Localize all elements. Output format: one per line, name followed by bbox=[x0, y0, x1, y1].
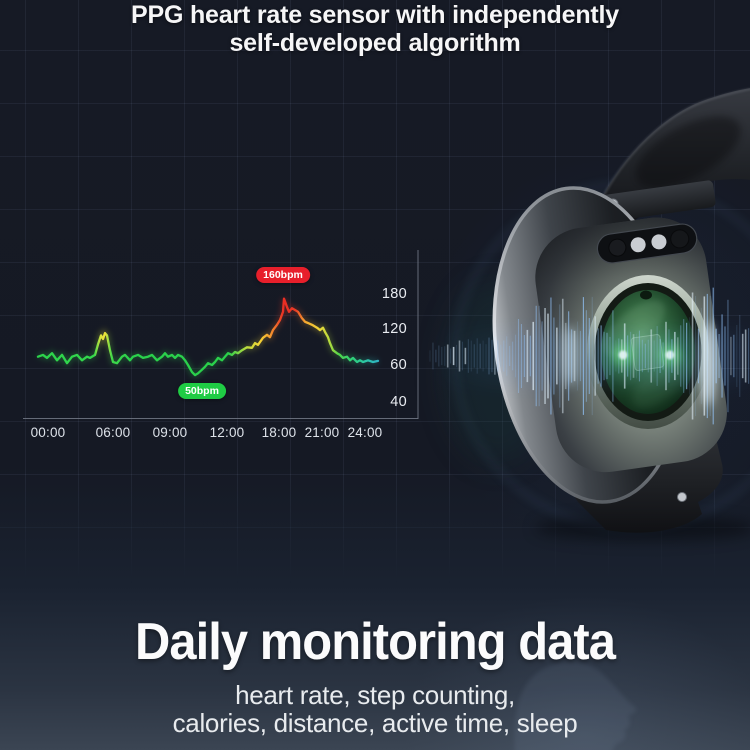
page-title-line1: PPG heart rate sensor with independently bbox=[131, 1, 619, 29]
50bpm-badge: 50bpm bbox=[178, 383, 226, 399]
charging-contacts bbox=[596, 223, 698, 264]
heart-rate-line bbox=[36, 297, 380, 377]
x-tick-1200: 12:00 bbox=[209, 425, 245, 440]
x-tick-0900: 09:00 bbox=[152, 425, 188, 440]
x-tick-0600: 06:00 bbox=[95, 425, 131, 440]
contact-dot-light-right bbox=[651, 234, 667, 250]
strap-pin-top bbox=[607, 198, 619, 210]
watch-shadow bbox=[535, 515, 750, 541]
sensor-dark-ring bbox=[594, 283, 702, 421]
ppg-sensor bbox=[587, 275, 709, 429]
160bpm-badge: 160bpm bbox=[256, 267, 310, 283]
sensor-center-window bbox=[630, 334, 665, 371]
waveform-hotspots bbox=[430, 322, 748, 406]
y-tick-120: 120 bbox=[381, 321, 407, 337]
footer-subtitle: heart rate, step counting, calories, dis… bbox=[0, 681, 750, 737]
strap-pin-bottom bbox=[677, 492, 687, 502]
watch-body bbox=[492, 186, 727, 504]
contact-dot-dark-right bbox=[670, 229, 690, 249]
footer-subtitle-line2: calories, distance, active time, sleep bbox=[172, 708, 578, 738]
sensor-metal-ring bbox=[587, 275, 709, 429]
watch-back-plate bbox=[535, 217, 727, 473]
halo-glow bbox=[425, 151, 750, 561]
x-tick-0000: 00:00 bbox=[30, 425, 66, 440]
sensor-glow-right bbox=[652, 337, 688, 373]
sensor-glass bbox=[601, 290, 695, 414]
heart-rate-line-plot bbox=[23, 250, 419, 419]
page-title-line2: self-developed algorithm bbox=[229, 29, 521, 57]
waveform-effect bbox=[429, 287, 750, 425]
watch-dome-rim bbox=[492, 186, 684, 504]
top-lug-bar bbox=[592, 180, 716, 223]
page-title: PPG heart rate sensor with independently… bbox=[0, 1, 750, 57]
x-tick-1800: 18:00 bbox=[261, 425, 297, 440]
y-tick-40: 40 bbox=[390, 394, 407, 410]
bottom-strap bbox=[564, 430, 723, 533]
footer-heading: Daily monitoring data bbox=[135, 613, 616, 671]
heart-rate-chart: 180 120 60 40 00:00 06:00 09:00 12:00 18:00 21:0… bbox=[0, 240, 430, 450]
y-tick-60: 60 bbox=[390, 357, 407, 373]
top-strap bbox=[592, 88, 750, 226]
sensor-notch bbox=[640, 290, 652, 300]
contact-dot-dark-left bbox=[608, 238, 627, 257]
sensor-glow-left bbox=[605, 337, 641, 373]
x-tick-2100: 21:00 bbox=[304, 425, 340, 440]
x-tick-2400: 24:00 bbox=[347, 425, 383, 440]
footer-subtitle-line1: heart rate, step counting, bbox=[235, 680, 515, 710]
y-tick-180: 180 bbox=[381, 286, 407, 302]
contact-dot-light-left bbox=[630, 237, 646, 253]
watch-dome-side bbox=[494, 188, 682, 502]
